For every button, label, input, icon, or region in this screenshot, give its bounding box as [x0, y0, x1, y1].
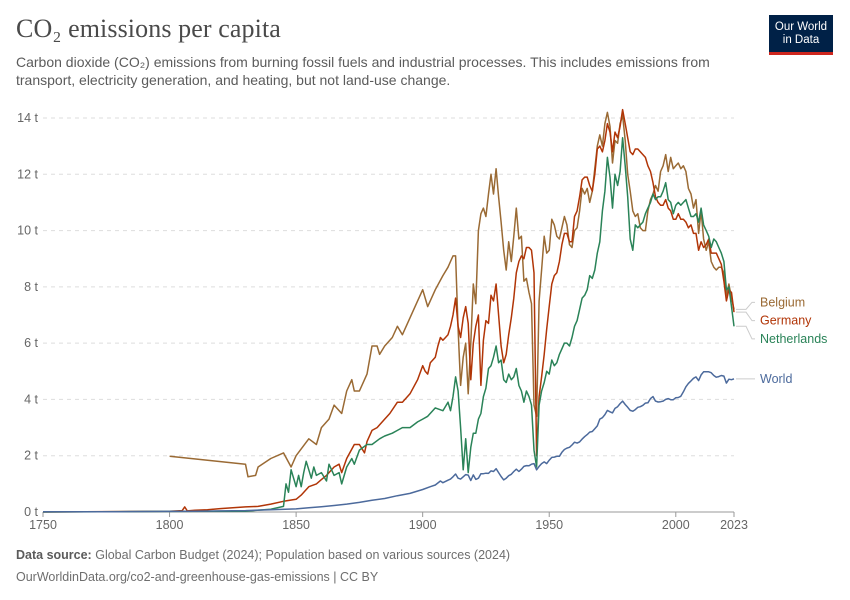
logo-line-2: in Data [782, 33, 820, 46]
owid-logo[interactable]: Our World in Data [769, 15, 833, 55]
series-line-netherlands [42, 136, 735, 513]
chart-title: CO₂ emissions per capita [16, 14, 281, 43]
label-connector [736, 301, 755, 310]
legend-label-germany: Germany [760, 314, 812, 328]
series-line-belgium [169, 111, 735, 478]
y-tick-label: 12 t [17, 167, 38, 181]
data-source-note: Data source: Global Carbon Budget (2024)… [16, 548, 510, 562]
chart-subtitle: Carbon dioxide (CO₂) emissions from burn… [16, 54, 710, 88]
data-source-text: Global Carbon Budget (2024); Population … [95, 548, 511, 562]
x-tick-label: 1850 [282, 518, 310, 532]
y-tick-label: 6 t [24, 336, 38, 350]
y-tick-label: 2 t [24, 449, 38, 463]
y-tick-label: 0 t [24, 505, 38, 519]
label-connector [736, 325, 755, 340]
series-line-world [43, 371, 735, 513]
source-url[interactable]: OurWorldinData.org/co2-and-greenhouse-ga… [16, 570, 379, 584]
y-tick-label: 8 t [24, 280, 38, 294]
line-chart: 0 t 2 t 4 t 6 t 8 t 10 t 12 t 14 t 1750 1800 1850 1… [17, 108, 827, 532]
legend-label-netherlands: Netherlands [760, 332, 827, 346]
data-source-label: Data source: [16, 548, 92, 562]
logo-line-1: Our World [774, 21, 828, 33]
y-tick-label: 14 t [17, 111, 38, 125]
x-tick-label: 1800 [156, 518, 184, 532]
series-line-germany [42, 108, 735, 513]
x-tick-label: 1750 [29, 518, 57, 532]
x-tick-label: 1900 [409, 518, 437, 532]
x-tick-label: 2023 [720, 518, 748, 532]
y-tick-label: 4 t [24, 392, 38, 406]
x-tick-label: 1950 [535, 518, 563, 532]
legend-label-belgium: Belgium [760, 295, 805, 309]
label-connector [736, 311, 755, 322]
y-tick-label: 10 t [17, 224, 38, 238]
x-tick-label: 2000 [662, 518, 690, 532]
legend-label-world: World [760, 372, 792, 386]
